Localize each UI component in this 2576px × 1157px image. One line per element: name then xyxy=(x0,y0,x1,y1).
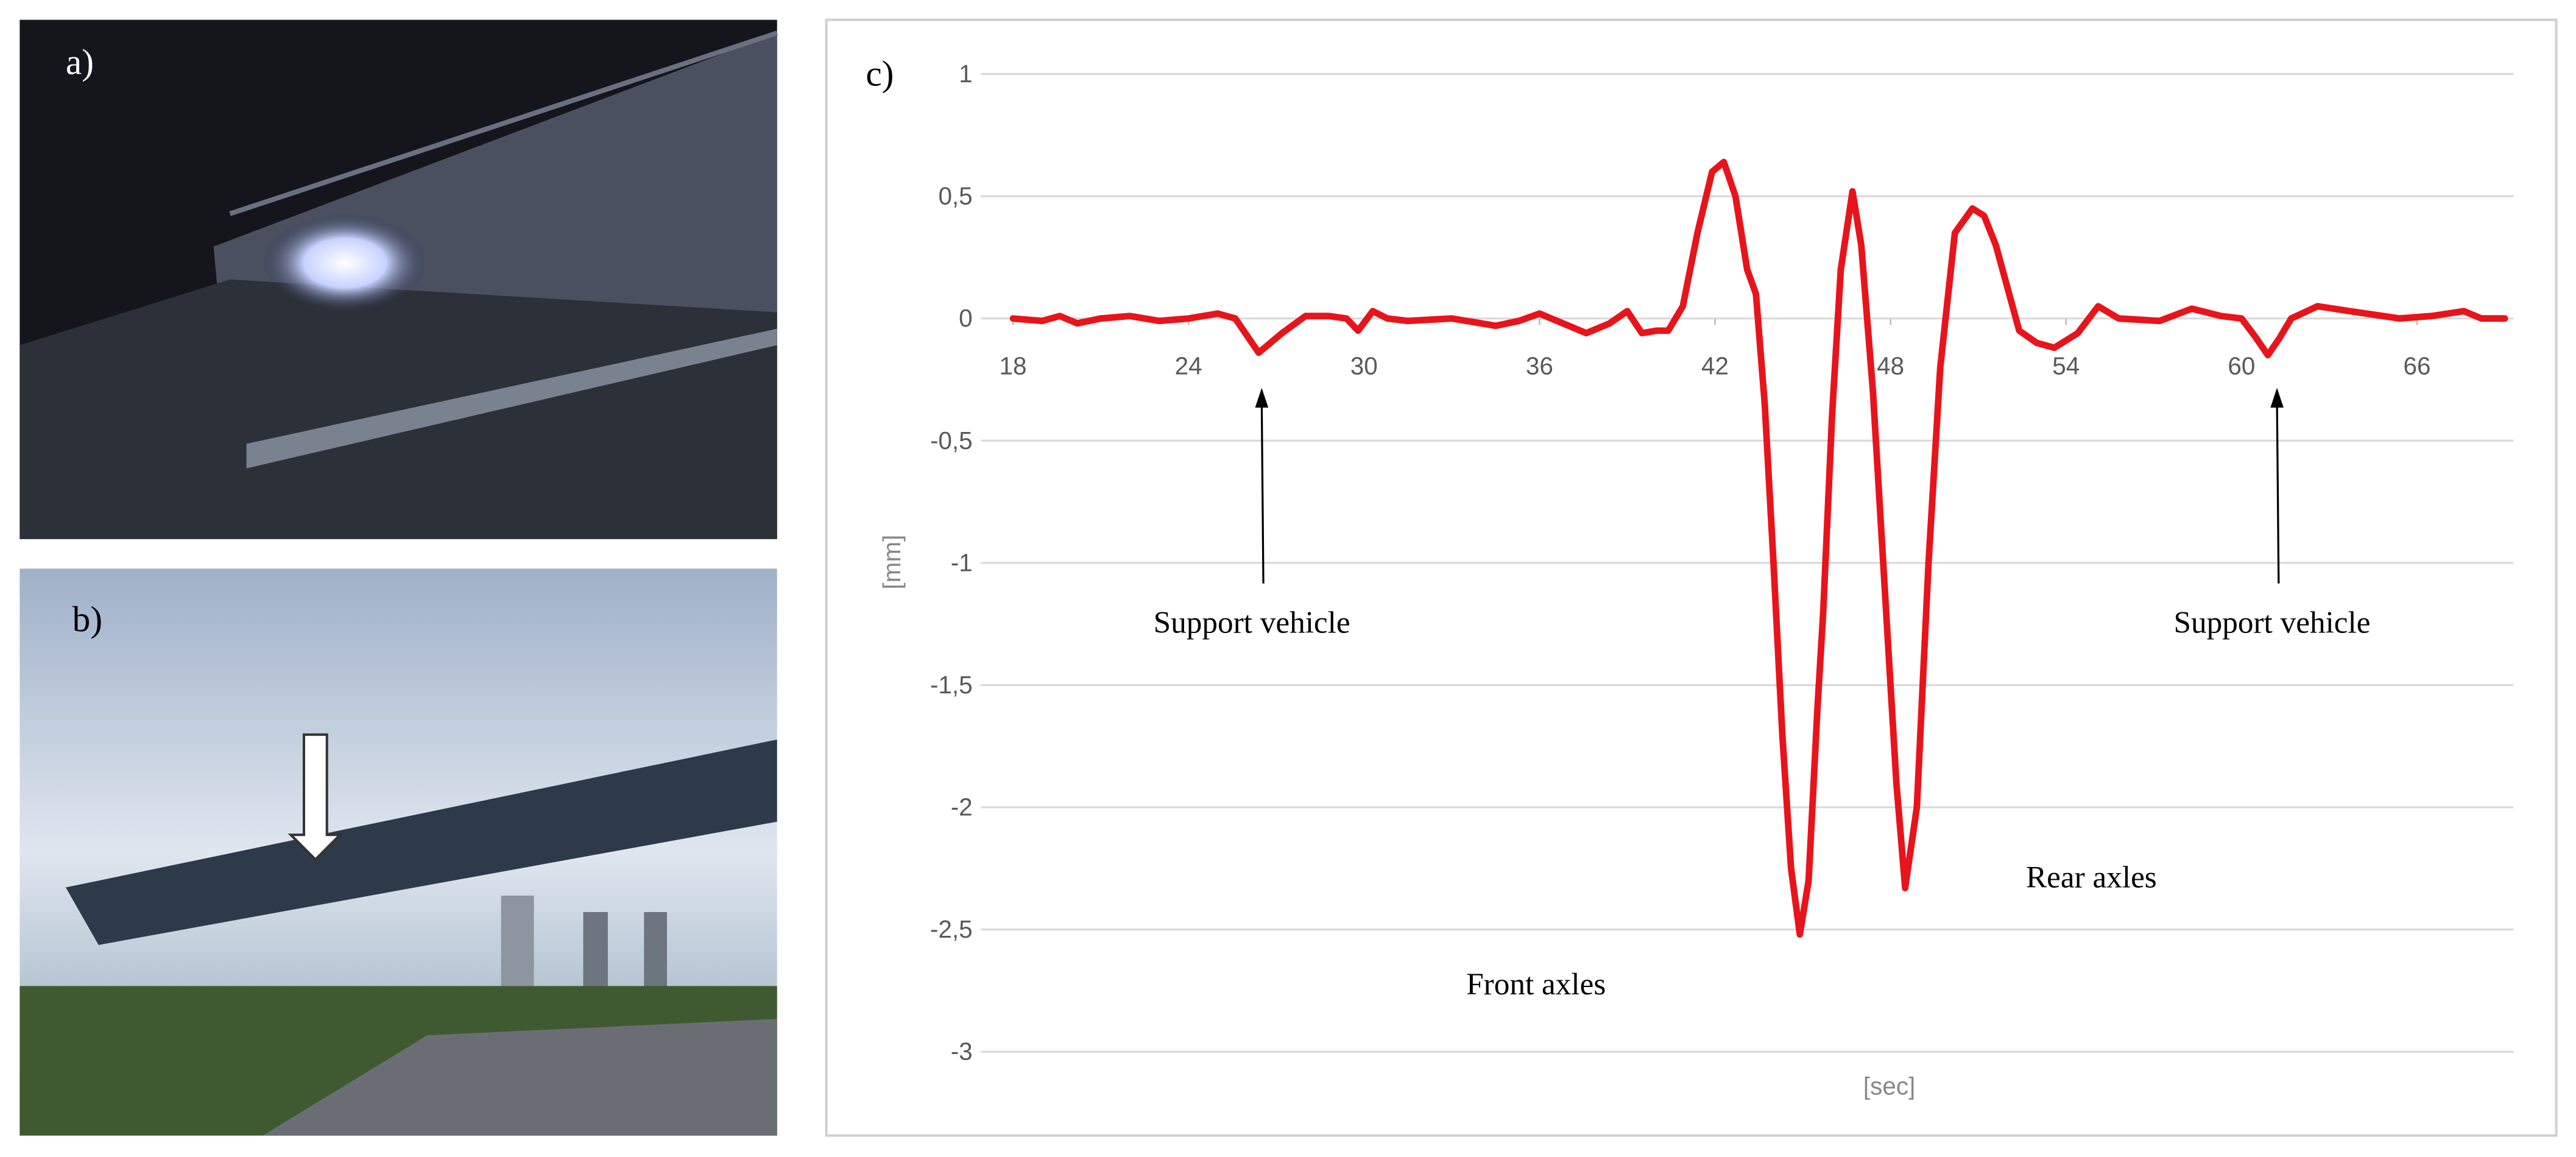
y-tick-label: 0,5 xyxy=(938,182,972,210)
y-tick-label: -2,5 xyxy=(930,915,973,943)
chart-frame xyxy=(825,18,2558,1137)
x-tick-label: 54 xyxy=(2052,352,2080,380)
annotation: Support vehicle xyxy=(1154,606,1350,640)
x-tick-label: 18 xyxy=(999,352,1026,380)
x-tick-label: 30 xyxy=(1350,352,1378,380)
x-tick-label: 36 xyxy=(1526,352,1553,380)
x-axis-label: [sec] xyxy=(1863,1072,1915,1100)
annotation-arrows xyxy=(1255,387,2284,584)
panel-label: c) xyxy=(866,53,894,93)
x-tick-label: 66 xyxy=(2404,352,2431,380)
y-tick-label: -2 xyxy=(951,793,973,821)
x-tick-label: 48 xyxy=(1877,352,1904,380)
x-tick-label: 60 xyxy=(2228,352,2255,380)
y-tick-label: -0,5 xyxy=(930,426,973,455)
panel-label: a) xyxy=(66,42,94,82)
x-tick-label: 42 xyxy=(1701,352,1729,380)
y-tick-label: -3 xyxy=(951,1038,973,1066)
panel-label: b) xyxy=(72,599,102,639)
y-tick-label: 1 xyxy=(959,60,973,88)
photo-a: a) xyxy=(19,19,778,539)
annotation: Support vehicle xyxy=(2174,606,2371,640)
annotation: Rear axles xyxy=(2026,860,2157,895)
y-tick-label: 0 xyxy=(959,304,973,332)
annotation: Front axles xyxy=(1466,967,1606,1002)
data-line xyxy=(1009,158,2508,938)
y-tick-label: -1 xyxy=(951,548,973,576)
x-tick-label: 24 xyxy=(1175,352,1202,380)
y-tick-label: -1,5 xyxy=(930,671,973,699)
photo-b: b) xyxy=(19,568,777,1136)
y-axis-label: [mm] xyxy=(878,535,906,590)
